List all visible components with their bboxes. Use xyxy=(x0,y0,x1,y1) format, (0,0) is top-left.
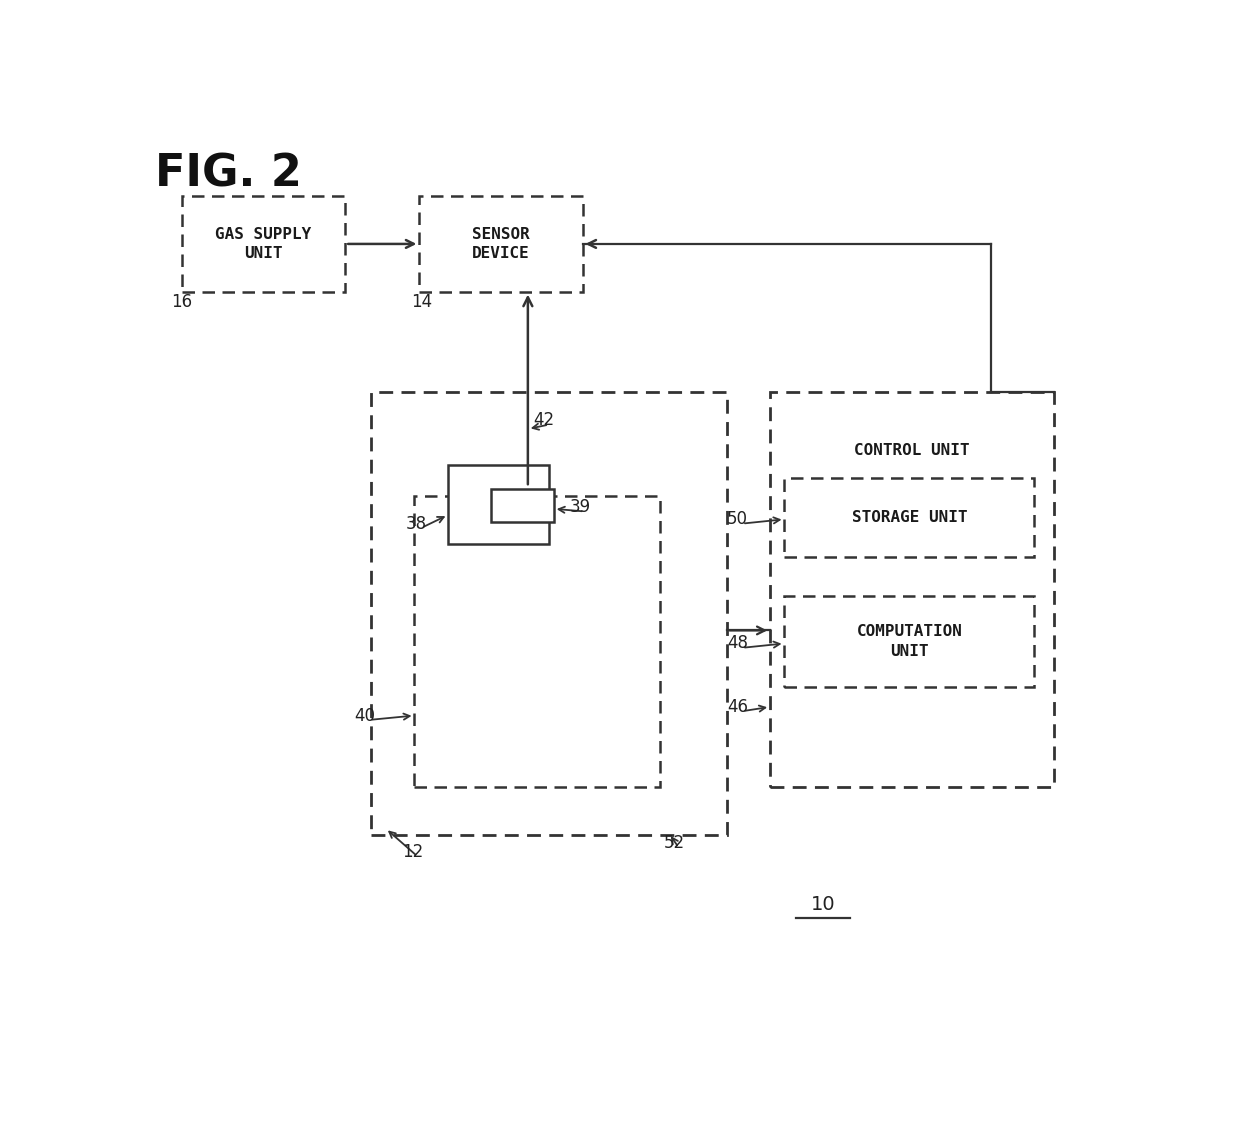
Text: 42: 42 xyxy=(533,412,554,430)
Bar xyxy=(770,391,1054,787)
Bar xyxy=(785,596,1034,687)
Text: STORAGE UNIT: STORAGE UNIT xyxy=(852,510,967,525)
Text: GAS SUPPLY
UNIT: GAS SUPPLY UNIT xyxy=(216,227,311,262)
Text: 14: 14 xyxy=(412,293,433,311)
Text: 38: 38 xyxy=(405,514,427,532)
Text: 52: 52 xyxy=(663,835,684,853)
Text: 46: 46 xyxy=(727,698,748,716)
Text: SENSOR
DEVICE: SENSOR DEVICE xyxy=(472,227,529,262)
Text: FIG. 2: FIG. 2 xyxy=(155,153,301,196)
Bar xyxy=(182,196,345,292)
Text: 10: 10 xyxy=(811,895,836,914)
Text: 12: 12 xyxy=(402,843,423,861)
Text: COMPUTATION
UNIT: COMPUTATION UNIT xyxy=(857,624,962,659)
Text: 40: 40 xyxy=(353,706,374,724)
Bar xyxy=(491,488,554,522)
Bar xyxy=(448,466,549,544)
Text: 39: 39 xyxy=(569,499,590,517)
Bar xyxy=(785,478,1034,556)
Bar xyxy=(414,496,660,787)
Text: 48: 48 xyxy=(727,634,748,652)
Bar xyxy=(419,196,583,292)
Text: 50: 50 xyxy=(727,510,748,528)
Text: 16: 16 xyxy=(171,293,192,311)
Text: CONTROL UNIT: CONTROL UNIT xyxy=(854,443,970,458)
Bar xyxy=(371,391,727,835)
